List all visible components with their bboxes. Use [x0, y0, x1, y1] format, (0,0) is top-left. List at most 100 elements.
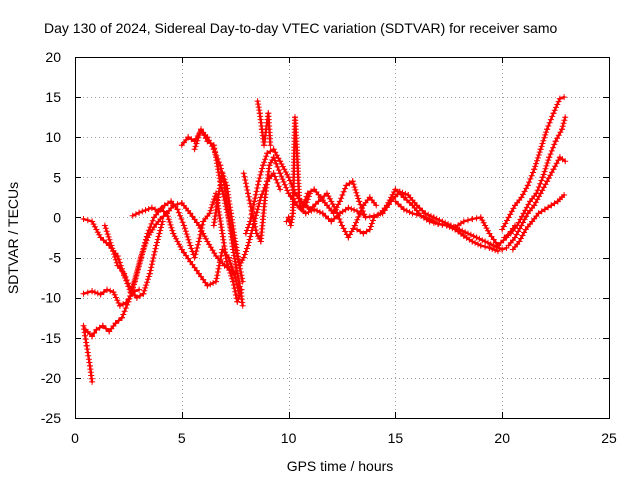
data-point: [494, 248, 501, 255]
data-point: [551, 141, 558, 148]
data-point: [418, 212, 424, 219]
data-point: [360, 230, 367, 237]
y-tick-label: -10: [41, 290, 61, 306]
data-point: [214, 160, 220, 167]
data-point: [253, 188, 260, 195]
data-point: [302, 196, 309, 203]
data-point: [149, 217, 156, 224]
data-point: [192, 251, 199, 258]
data-point: [443, 222, 450, 229]
data-point: [104, 231, 111, 238]
data-point: [239, 302, 246, 309]
data-point: [186, 239, 193, 246]
data-point: [103, 228, 110, 235]
data-point: [201, 233, 208, 240]
data-point: [130, 281, 137, 288]
data-point: [402, 190, 409, 197]
data-point: [199, 221, 206, 228]
data-point: [89, 378, 96, 385]
data-point: [337, 219, 344, 226]
data-point: [222, 179, 229, 186]
data-point: [93, 326, 100, 333]
data-point: [539, 174, 546, 181]
data-point: [420, 213, 427, 220]
data-point: [232, 288, 239, 295]
data-point: [242, 177, 249, 183]
data-point: [191, 146, 198, 153]
data-point: [370, 217, 376, 224]
data-point: [559, 126, 565, 133]
data-point: [533, 160, 540, 167]
data-point: [141, 287, 148, 294]
series-line: [300, 180, 508, 251]
data-point: [335, 212, 342, 219]
data-point: [303, 193, 310, 200]
data-point: [289, 213, 296, 220]
data-point: [210, 142, 217, 149]
data-point: [355, 195, 362, 202]
data-point: [562, 158, 569, 165]
data-point: [179, 219, 186, 226]
data-point: [101, 222, 108, 229]
data-point: [260, 162, 266, 169]
data-point: [315, 198, 322, 205]
data-point: [537, 180, 544, 187]
data-point: [208, 204, 215, 211]
data-point: [252, 223, 259, 230]
data-point: [504, 217, 510, 224]
data-point: [535, 210, 542, 217]
data-point: [213, 275, 220, 282]
data-point: [413, 211, 420, 218]
data-point: [210, 199, 217, 205]
data-point: [278, 173, 285, 180]
data-point: [94, 229, 101, 236]
data-point: [524, 182, 531, 189]
data-point: [285, 174, 292, 181]
data-point: [267, 148, 274, 155]
data-point: [277, 186, 284, 193]
data-point: [348, 205, 355, 212]
data-point: [467, 231, 474, 238]
data-point: [243, 245, 250, 252]
data-point: [222, 203, 229, 210]
series-track-1: [80, 322, 96, 385]
chart-title: Day 130 of 2024, Sidereal Day-to-day VTE…: [44, 20, 557, 36]
data-point: [188, 245, 195, 252]
data-point: [326, 195, 333, 202]
data-point: [148, 204, 155, 211]
data-point: [174, 206, 181, 213]
data-point: [446, 223, 453, 230]
data-point: [435, 220, 442, 227]
data-point: [316, 209, 323, 216]
data-point: [350, 181, 357, 188]
data-point: [138, 254, 145, 261]
data-point: [374, 212, 381, 219]
data-point: [545, 157, 552, 164]
data-point: [561, 192, 568, 198]
data-point: [395, 189, 402, 195]
data-point: [562, 114, 569, 121]
data-point: [528, 172, 535, 179]
data-point: [482, 222, 489, 229]
data-point: [560, 120, 567, 127]
data-point: [137, 292, 144, 299]
data-point: [371, 214, 377, 221]
data-point: [274, 179, 281, 186]
data-point: [209, 201, 216, 208]
data-point: [246, 197, 253, 204]
data-point: [336, 216, 343, 222]
data-point: [155, 208, 162, 214]
data-point: [115, 317, 122, 324]
data-point: [406, 199, 413, 206]
grid-lines: [75, 57, 609, 418]
data-point: [449, 225, 456, 232]
data-point: [470, 233, 477, 240]
data-point: [228, 272, 235, 279]
data-point: [314, 207, 321, 214]
data-point: [270, 154, 277, 161]
data-point: [122, 273, 129, 280]
data-point: [223, 206, 230, 213]
data-point: [228, 263, 235, 270]
data-point: [258, 168, 265, 175]
y-tick-label: 5: [53, 169, 61, 185]
